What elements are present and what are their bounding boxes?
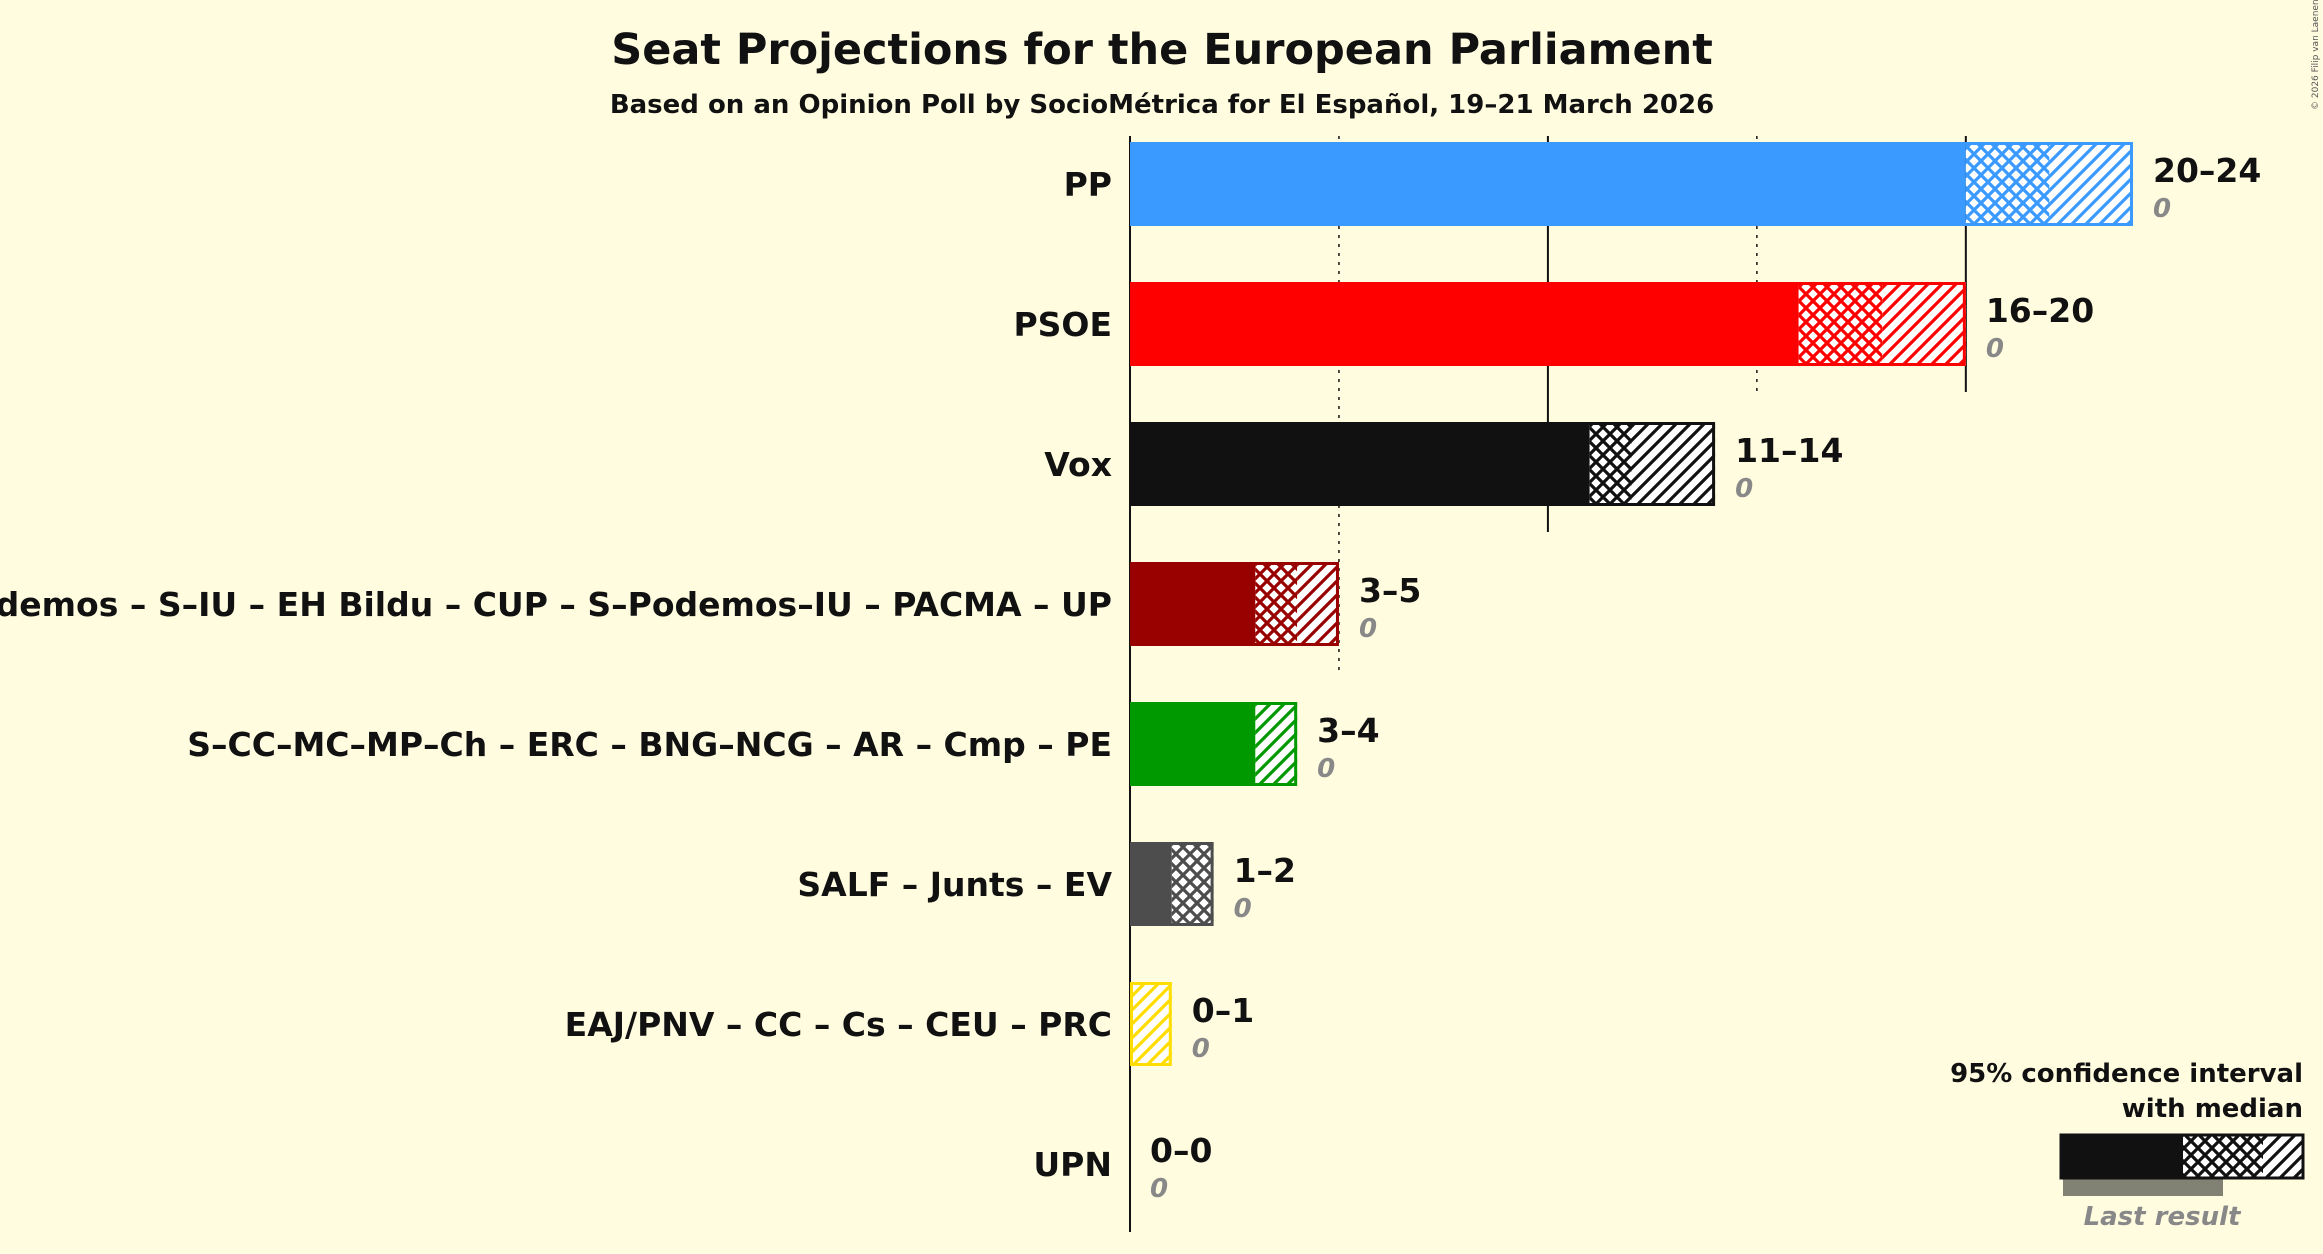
party-label: UPN — [1033, 1145, 1112, 1184]
bar-solid — [1130, 422, 1590, 506]
legend: 95% confidence interval with median Last… — [1950, 1059, 2305, 1232]
bar-solid — [1130, 282, 1799, 366]
last-result-label: 0 — [1192, 1034, 1210, 1064]
bar-outline — [1130, 422, 1716, 506]
last-result-label: 0 — [1986, 334, 2004, 364]
last-result-label: 0 — [2153, 194, 2171, 224]
legend-title-line1: 95% confidence interval — [1950, 1059, 2303, 1089]
party-row: Podemos – S–IU – EH Bildu – CUP – S–Pode… — [0, 562, 1421, 646]
party-row: Vox 11–14 0 — [1044, 422, 1843, 506]
legend-title-line2: with median — [2122, 1094, 2303, 1124]
range-label: 20–24 — [2153, 151, 2261, 190]
range-label: 16–20 — [1986, 291, 2094, 330]
range-label: 11–14 — [1735, 431, 1843, 470]
bar-hatch — [1882, 282, 1966, 366]
copyright: © 2026 Filip van Laenen — [2311, 0, 2321, 110]
bar-hatch — [1130, 982, 1172, 1066]
party-label: Podemos – S–IU – EH Bildu – CUP – S–Pode… — [0, 585, 1112, 624]
range-label: 3–5 — [1359, 571, 1421, 610]
last-result-label: 0 — [1317, 754, 1335, 784]
bar-solid — [1130, 842, 1172, 926]
legend-solid — [2061, 1135, 2183, 1178]
party-row: S–CC–MC–MP–Ch – ERC – BNG–NCG – AR – Cmp… — [187, 702, 1380, 786]
legend-hatch — [2263, 1135, 2303, 1178]
party-label: EAJ/PNV – CC – Cs – CEU – PRC — [565, 1005, 1112, 1044]
last-result-label: 0 — [1234, 894, 1252, 924]
party-row: PSOE 16–20 0 — [1013, 282, 2094, 366]
legend-last-result-bar — [2063, 1178, 2223, 1196]
bar-hatch — [2049, 142, 2133, 226]
party-row: PP 20–24 0 — [1064, 142, 2261, 226]
party-label: PP — [1064, 165, 1112, 204]
range-label: 0–0 — [1150, 1131, 1212, 1170]
bar-hatch — [1631, 422, 1716, 506]
party-row: SALF – Junts – EV 1–2 0 — [797, 842, 1296, 926]
party-label: S–CC–MC–MP–Ch – ERC – BNG–NCG – AR – Cmp… — [187, 725, 1112, 764]
bar-crosshatch — [1965, 142, 2050, 226]
party-label: PSOE — [1013, 305, 1112, 344]
bar-crosshatch — [1798, 282, 1883, 366]
range-label: 0–1 — [1192, 991, 1254, 1030]
party-label: SALF – Junts – EV — [797, 865, 1112, 904]
bar-outline — [1130, 702, 1298, 786]
legend-outline — [2059, 1133, 2305, 1180]
legend-crosshatch — [2183, 1135, 2263, 1178]
party-label: Vox — [1044, 445, 1112, 484]
bar-outline — [1130, 842, 1214, 926]
bar-crosshatch — [1589, 422, 1632, 506]
bar-solid — [1130, 702, 1256, 786]
bar-outline — [1130, 142, 2133, 226]
last-result-label: 0 — [1735, 474, 1753, 504]
bar-outline — [1130, 982, 1172, 1066]
party-row: EAJ/PNV – CC – Cs – CEU – PRC 0–1 0 — [565, 982, 1254, 1066]
bars: PP 20–24 0 PSOE 16–20 0 Vox 11–14 0 Podemos – S–I… — [0, 142, 2261, 1204]
bar-solid — [1130, 142, 1966, 226]
bar-crosshatch — [1255, 562, 1298, 646]
bar-hatch — [1297, 562, 1339, 646]
legend-last-result-label: Last result — [2084, 1202, 2242, 1232]
bar-outline — [1130, 562, 1339, 646]
range-label: 1–2 — [1234, 851, 1296, 890]
bar-crosshatch — [1171, 842, 1214, 926]
range-label: 3–4 — [1317, 711, 1379, 750]
chart-subtitle: Based on an Opinion Poll by SocioMétrica… — [610, 90, 1714, 120]
party-row: UPN 0–0 0 — [1033, 1131, 1212, 1204]
bar-solid — [1130, 562, 1256, 646]
last-result-label: 0 — [1150, 1174, 1168, 1204]
bar-hatch — [1255, 702, 1298, 786]
bar-outline — [1130, 282, 1966, 366]
last-result-label: 0 — [1359, 614, 1377, 644]
chart-title: Seat Projections for the European Parlia… — [611, 25, 1713, 75]
